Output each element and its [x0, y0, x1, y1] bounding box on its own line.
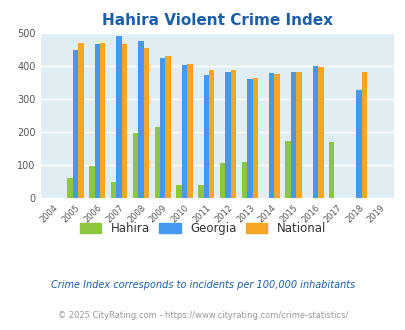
Bar [317, 67, 323, 198]
Bar [328, 142, 334, 198]
Bar [176, 185, 181, 198]
Bar [274, 74, 279, 198]
Bar [355, 90, 361, 198]
Legend: Hahira, Georgia, National: Hahira, Georgia, National [75, 217, 330, 240]
Bar [187, 64, 192, 198]
Bar [198, 185, 203, 198]
Bar [241, 162, 247, 198]
Title: Hahira Violent Crime Index: Hahira Violent Crime Index [102, 13, 332, 28]
Bar [209, 70, 214, 198]
Bar [116, 36, 121, 198]
Bar [78, 43, 83, 198]
Bar [67, 178, 72, 198]
Bar [296, 72, 301, 198]
Bar [252, 78, 258, 198]
Text: © 2025 CityRating.com - https://www.cityrating.com/crime-statistics/: © 2025 CityRating.com - https://www.city… [58, 311, 347, 320]
Bar [132, 133, 138, 198]
Bar [160, 58, 165, 198]
Bar [290, 72, 296, 198]
Bar [203, 75, 209, 198]
Bar [247, 79, 252, 198]
Bar [230, 70, 236, 198]
Bar [285, 141, 290, 198]
Bar [165, 56, 171, 198]
Bar [181, 65, 187, 198]
Bar [143, 48, 149, 198]
Bar [111, 182, 116, 198]
Bar [225, 72, 230, 198]
Text: Crime Index corresponds to incidents per 100,000 inhabitants: Crime Index corresponds to incidents per… [51, 280, 354, 290]
Bar [269, 73, 274, 198]
Bar [122, 44, 127, 198]
Bar [138, 41, 143, 198]
Bar [312, 66, 317, 198]
Bar [72, 50, 78, 198]
Bar [361, 72, 366, 198]
Bar [89, 166, 94, 198]
Bar [100, 43, 105, 198]
Bar [220, 163, 225, 198]
Bar [154, 127, 160, 198]
Bar [94, 44, 100, 198]
